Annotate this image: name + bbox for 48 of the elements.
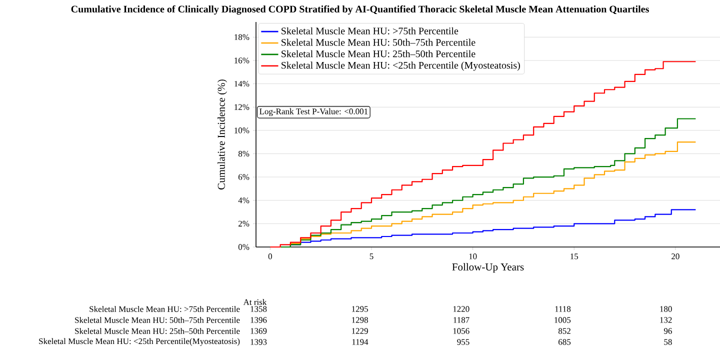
text: 180 [660,306,672,312]
y-tick-label: 10% [234,128,250,134]
x-tick-label: 10 [469,254,477,260]
text: 1295 [352,306,368,312]
chart-title: Cumulative Incidence of Clinically Diagnosed COPD Stratified by AI-Quantified Thoracic Skeletal Muscle Mean Attenuation Quartiles [71,5,649,15]
text: 1393 [250,339,267,345]
text: 1396 [250,317,267,323]
text: 1220 [453,306,470,312]
text: 132 [660,317,672,323]
text: At risk [243,299,267,305]
y-tick-label: 16% [234,58,250,64]
text: 1005 [554,317,571,323]
y-tick-label: 4% [238,197,250,204]
text: Skeletal Muscle Mean HU: 50th–75th Percentile [75,316,240,324]
x-axis-title: Follow-Up Years [452,263,524,273]
text: 955 [457,339,470,345]
text: 1187 [454,317,470,323]
text: Skeletal Muscle Mean HU: 25th–50th Percentile [75,328,240,334]
x-tick-label: 5 [370,254,374,260]
text: 852 [558,328,570,334]
y-axis-title: Cumulative Incidence (%) [218,80,228,190]
legend-label: Skeletal Muscle Mean HU: 25th–50th Percentile [282,50,476,58]
text: Skeletal Muscle Mean HU: >75th Percentile [90,306,240,312]
y-tick-label: 0% [238,244,250,250]
y-tick-label: 14% [234,80,250,87]
y-tick-label: 2% [238,220,250,227]
x-tick-label: 15 [570,254,578,260]
legend-label: Skeletal Muscle Mean HU: <25th Percentile (Myosteatosis) [282,62,520,71]
y-tick-label: 6% [238,174,250,180]
x-tick-label: 0 [268,254,272,260]
y-tick-label: 18% [234,34,250,40]
text: 1369 [250,328,267,334]
text: 1298 [352,317,368,323]
legend-label: Skeletal Muscle Mean HU: 50th–75th Percentile [282,38,476,46]
text: 685 [558,339,571,345]
text: Skeletal Muscle Mean HU: <25th Percentile(Myosteatosis) [39,338,240,346]
x-tick-label: 20 [672,254,680,260]
text: 1194 [352,339,368,345]
annotation: Log-Rank Test P-Value: <0.001 [260,108,368,116]
y-tick-label: 12% [234,104,250,110]
text: 1358 [250,306,267,312]
legend-label: Skeletal Muscle Mean HU: >75th Percentile [282,27,458,34]
text: 1118 [555,306,571,312]
y-tick-label: 8% [238,150,250,157]
text: 1229 [352,328,368,334]
text: 1056 [453,328,470,334]
text: 58 [664,339,672,345]
text: 96 [664,328,672,334]
